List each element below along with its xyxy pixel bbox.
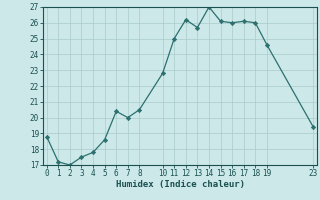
X-axis label: Humidex (Indice chaleur): Humidex (Indice chaleur) bbox=[116, 180, 244, 189]
